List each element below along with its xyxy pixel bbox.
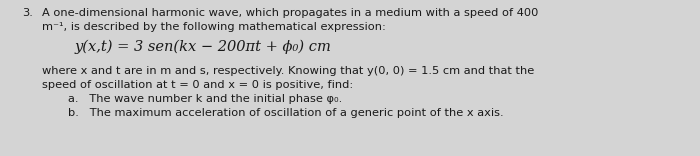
Text: a.   The wave number k and the initial phase φ₀.: a. The wave number k and the initial pha… bbox=[68, 94, 342, 104]
Text: b.   The maximum acceleration of oscillation of a generic point of the x axis.: b. The maximum acceleration of oscillati… bbox=[68, 108, 503, 118]
Text: A one-dimensional harmonic wave, which propagates in a medium with a speed of 40: A one-dimensional harmonic wave, which p… bbox=[42, 8, 538, 18]
Text: y(x,t) = 3 sen(kx − 200πt + ϕ₀) cm: y(x,t) = 3 sen(kx − 200πt + ϕ₀) cm bbox=[75, 40, 332, 54]
Text: m⁻¹, is described by the following mathematical expression:: m⁻¹, is described by the following mathe… bbox=[42, 22, 386, 32]
Text: 3.: 3. bbox=[22, 8, 33, 18]
Text: speed of oscillation at t = 0 and x = 0 is positive, find:: speed of oscillation at t = 0 and x = 0 … bbox=[42, 80, 354, 90]
Text: where x and t are in m and s, respectively. Knowing that y(0, 0) = 1.5 cm and th: where x and t are in m and s, respective… bbox=[42, 66, 534, 76]
